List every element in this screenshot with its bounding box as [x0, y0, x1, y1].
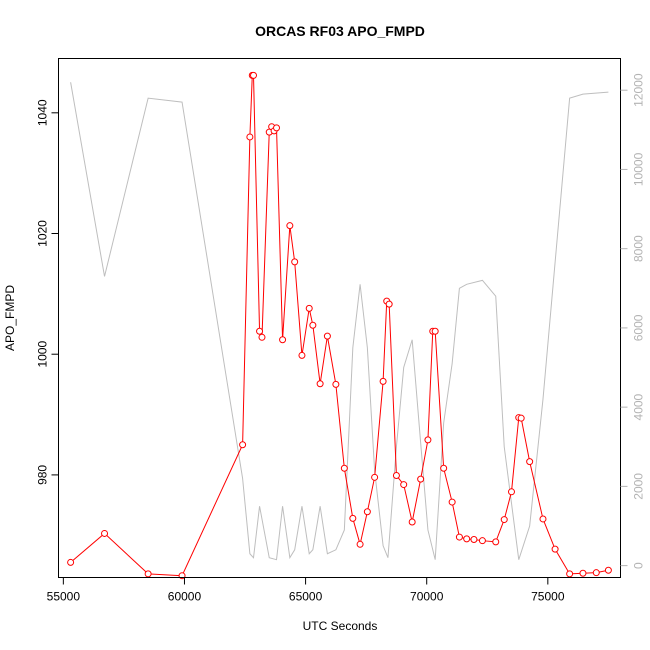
data-point	[408, 518, 416, 526]
y-axis-title: APO_FMPD	[3, 285, 17, 351]
x-tick-label: 75000	[531, 590, 565, 604]
y-tick-label: 980	[36, 465, 50, 485]
data-point	[400, 481, 408, 489]
data-point	[539, 515, 547, 523]
data-point	[305, 304, 313, 312]
data-point	[492, 538, 500, 546]
y2-tick-label: 12000	[632, 73, 646, 107]
data-point	[356, 540, 364, 548]
data-point	[101, 529, 109, 537]
y-axis-right: 0 2000 4000 6000 8000 10000 12000	[620, 73, 646, 569]
data-point	[604, 566, 612, 574]
data-point	[392, 472, 400, 480]
data-point	[291, 258, 299, 266]
data-point	[273, 124, 281, 132]
data-point	[250, 71, 258, 79]
data-point	[566, 570, 574, 578]
y2-tick-label: 6000	[632, 314, 646, 341]
data-point	[431, 327, 439, 335]
data-point	[500, 516, 508, 524]
primary-series-line	[70, 74, 609, 577]
y-tick-label: 1020	[36, 220, 50, 247]
data-point	[67, 558, 75, 566]
data-point	[246, 133, 254, 141]
x-tick-label: 65000	[289, 590, 323, 604]
data-point	[448, 498, 456, 506]
data-point	[579, 569, 587, 577]
data-point	[385, 300, 393, 308]
data-point	[551, 545, 559, 553]
data-point	[298, 351, 306, 359]
data-point	[526, 458, 534, 466]
data-point	[371, 473, 379, 481]
y-tick-label: 1040	[36, 99, 50, 126]
data-point	[463, 535, 471, 543]
data-point	[340, 464, 348, 472]
y2-tick-label: 0	[632, 562, 646, 569]
x-axis-title: UTC Seconds	[303, 619, 378, 633]
data-point	[258, 333, 266, 341]
chart-title: ORCAS RF03 APO_FMPD	[255, 23, 425, 39]
data-point	[424, 436, 432, 444]
data-point	[316, 380, 324, 388]
data-point	[440, 464, 448, 472]
data-point	[349, 514, 357, 522]
data-point	[239, 441, 247, 449]
data-point	[417, 475, 425, 483]
y-tick-label: 1000	[36, 341, 50, 368]
plot-frame	[58, 58, 621, 578]
data-point	[592, 569, 600, 577]
x-tick-label: 70000	[410, 590, 444, 604]
data-point	[323, 332, 331, 340]
x-axis: 55000 60000 65000 70000 75000	[47, 577, 565, 604]
data-point	[379, 377, 387, 385]
y2-tick-label: 2000	[632, 473, 646, 500]
data-point	[286, 222, 294, 230]
data-point	[309, 321, 317, 329]
data-point	[363, 508, 371, 516]
x-tick-label: 60000	[168, 590, 202, 604]
primary-series	[67, 71, 612, 580]
secondary-series	[70, 82, 609, 561]
data-point	[144, 570, 152, 578]
data-point	[517, 414, 525, 422]
data-point	[256, 327, 264, 335]
y2-tick-label: 4000	[632, 393, 646, 420]
secondary-series-line	[70, 82, 609, 561]
y2-tick-label: 10000	[632, 152, 646, 186]
data-point	[455, 533, 463, 541]
x-tick-label: 55000	[47, 590, 81, 604]
data-point	[332, 380, 340, 388]
y2-tick-label: 8000	[632, 235, 646, 262]
data-point	[507, 488, 515, 496]
data-point	[478, 537, 486, 545]
data-point	[470, 535, 478, 543]
y-axis-left: 980 1000 1020 1040	[36, 99, 59, 485]
data-point	[279, 336, 287, 344]
